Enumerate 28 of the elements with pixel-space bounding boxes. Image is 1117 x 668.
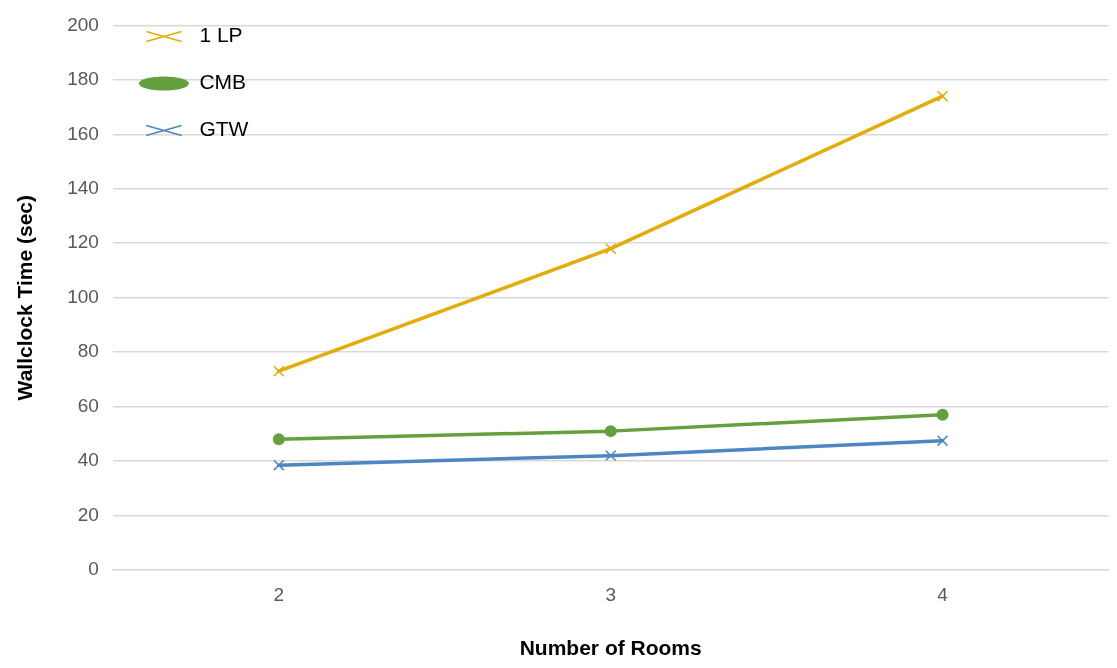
- point: [273, 365, 285, 377]
- point: [605, 449, 617, 462]
- y-tick-label: 140: [67, 177, 99, 199]
- y-tick-label: 60: [77, 394, 99, 416]
- y-axis-title: Wallclock Time (sec): [13, 194, 37, 401]
- point: [936, 408, 949, 421]
- point: [936, 90, 949, 102]
- y-tick-label: 120: [67, 231, 99, 253]
- point: [605, 242, 617, 255]
- point: [273, 459, 285, 471]
- y-tick-label: 0: [88, 558, 99, 580]
- point: [604, 425, 617, 438]
- y-tick-label: 20: [77, 503, 99, 525]
- x-axis-title: Number of Rooms: [519, 636, 702, 660]
- y-tick-label: 200: [67, 13, 99, 35]
- legend-label: 1 LP: [199, 23, 243, 47]
- legend-label: GTW: [199, 117, 249, 141]
- y-tick-label: 100: [67, 285, 99, 307]
- y-tick-label: 80: [77, 340, 99, 362]
- y-tick-label: 40: [77, 449, 99, 471]
- x-tick-label: 2: [273, 583, 285, 605]
- y-tick-label: 180: [67, 68, 99, 90]
- point: [272, 433, 285, 446]
- point: [936, 434, 949, 447]
- y-tick-label: 160: [67, 122, 99, 144]
- x-tick-label: 3: [605, 583, 616, 605]
- x-tick-label: 4: [937, 583, 949, 605]
- legend-label: CMB: [199, 70, 247, 94]
